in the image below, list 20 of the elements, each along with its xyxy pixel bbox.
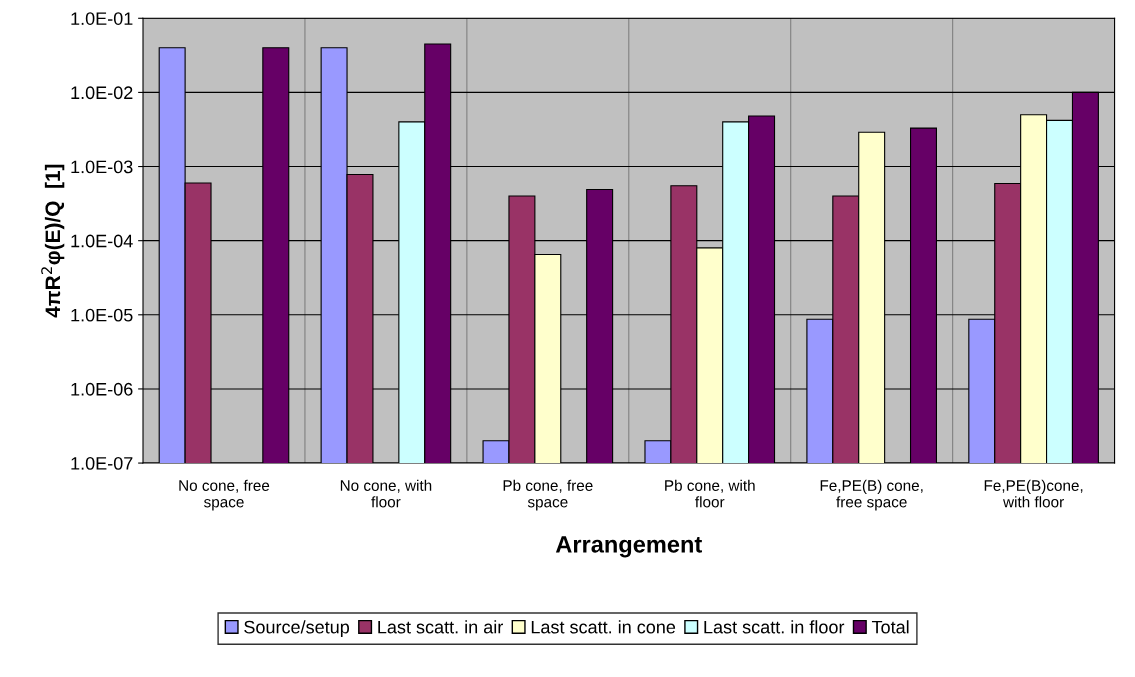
legend-label: Last scatt. in cone [531, 620, 676, 634]
legend-label: Source/setup [244, 620, 350, 638]
x-tick-label: Pb cone, free space [503, 479, 593, 511]
y-tick-label: 1.0E-04 [71, 234, 133, 248]
y-tick-label: 1.0E-06 [71, 382, 133, 396]
x-tick-label: Pb cone, with floor [665, 479, 755, 508]
legend-label: Last scatt. in floor [704, 620, 845, 634]
legend-label: Total [871, 620, 909, 634]
x-tick-label: Fe,PE(B)cone, with floor [984, 479, 1083, 508]
x-tick-label: No cone, with floor [340, 479, 432, 508]
y-axis-title: 4πR$^{2}$φ(E)/Q [1] [41, 164, 65, 318]
x-axis-title: Arrangement [555, 536, 702, 558]
y-tick-label: 1.0E-02 [71, 86, 133, 100]
x-tick-label: Fe,PE(B) cone, free space [820, 479, 923, 511]
legend-label: Last scatt. in air [378, 620, 503, 634]
y-tick-label: 1.0E-05 [71, 308, 133, 322]
y-tick-label: 1.0E-07 [71, 457, 133, 470]
y-tick-label: 1.0E-01 [71, 12, 133, 25]
y-tick-label: 1.0E-03 [71, 160, 133, 174]
x-tick-label: No cone, free space [179, 479, 270, 511]
